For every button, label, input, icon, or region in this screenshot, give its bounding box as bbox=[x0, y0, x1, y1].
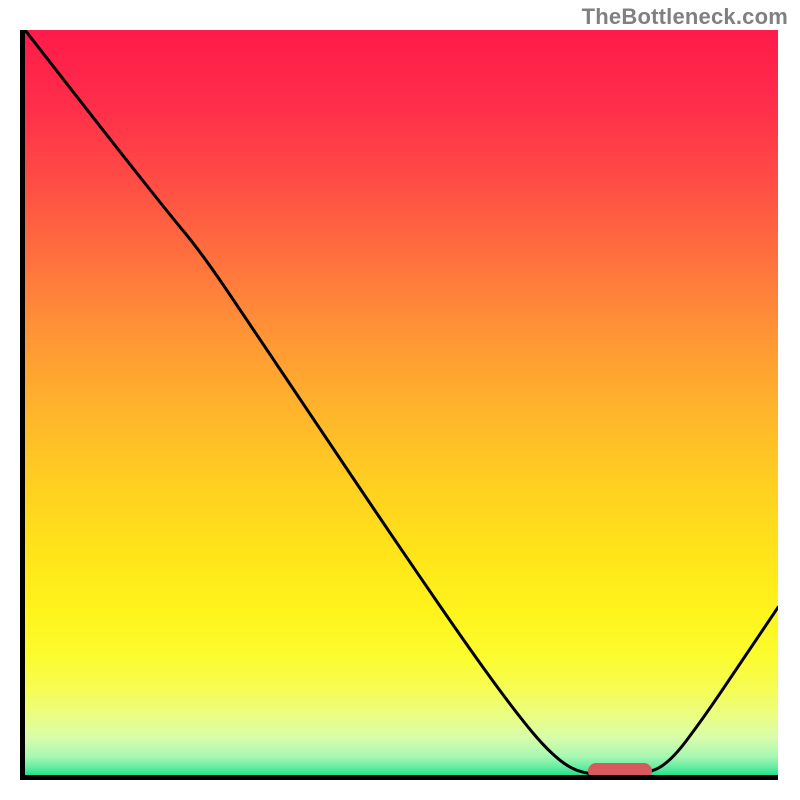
x-axis bbox=[20, 775, 778, 780]
curve-overlay bbox=[25, 30, 778, 775]
y-axis bbox=[20, 30, 25, 780]
bottleneck-curve bbox=[25, 30, 778, 775]
watermark-text: TheBottleneck.com bbox=[582, 4, 788, 30]
plot-area bbox=[25, 30, 778, 775]
chart-container: TheBottleneck.com bbox=[0, 0, 800, 800]
